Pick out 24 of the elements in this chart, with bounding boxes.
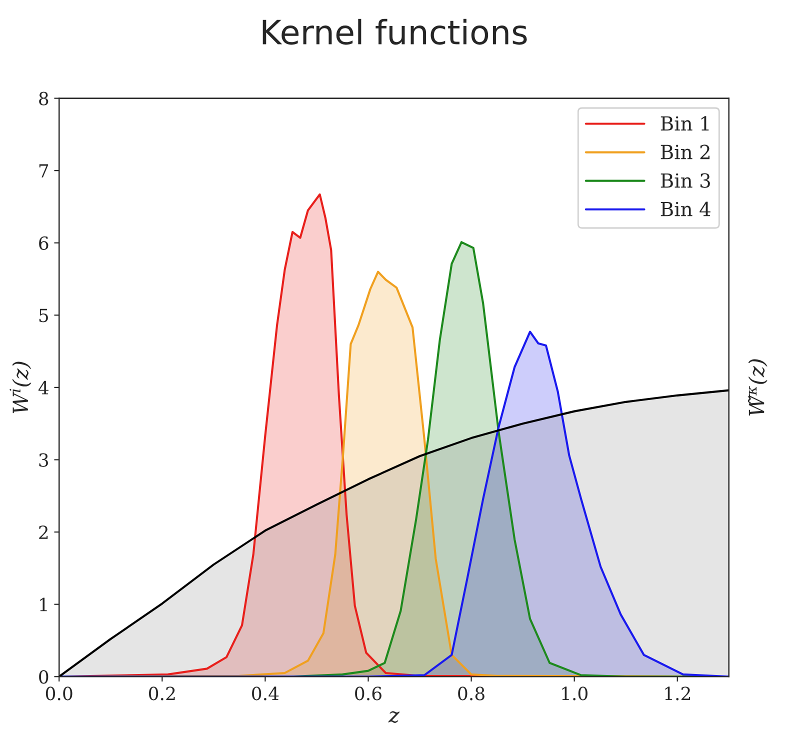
x-tick-label: 0.6 <box>355 686 382 700</box>
x-tick-label: 1.2 <box>665 686 690 700</box>
x-tick-label: 0.0 <box>46 686 72 700</box>
legend-label: Bin 4 <box>660 202 710 216</box>
x-axis-title: z <box>388 711 400 723</box>
y-tick-label: 8 <box>39 92 48 106</box>
legend-label: Bin 3 <box>660 173 710 188</box>
y-tick-label: 7 <box>39 164 48 178</box>
legend-label: Bin 1 <box>660 116 709 131</box>
y-tick-label: 2 <box>39 525 48 539</box>
y-axis-title: W$^{i}$(z) <box>10 362 32 414</box>
legend-label: Bin 2 <box>660 144 710 160</box>
y-tick-label: 6 <box>39 236 48 250</box>
y-tick-label: 5 <box>39 308 48 322</box>
chart-title: Kernel functions <box>262 18 527 45</box>
x-tick-label: 1.0 <box>562 686 588 700</box>
x-tick-label: 0.8 <box>458 686 484 700</box>
y2-axis-title: W̃$^{κ}$(z) <box>748 359 768 416</box>
x-tick-label: 0.4 <box>252 686 279 700</box>
y-tick-label: 4 <box>38 380 48 394</box>
y-tick-label: 1 <box>40 598 47 612</box>
y-tick-label: 3 <box>39 453 48 467</box>
x-tick-label: 0.2 <box>148 686 175 700</box>
y-tick-label: 0 <box>39 670 48 684</box>
